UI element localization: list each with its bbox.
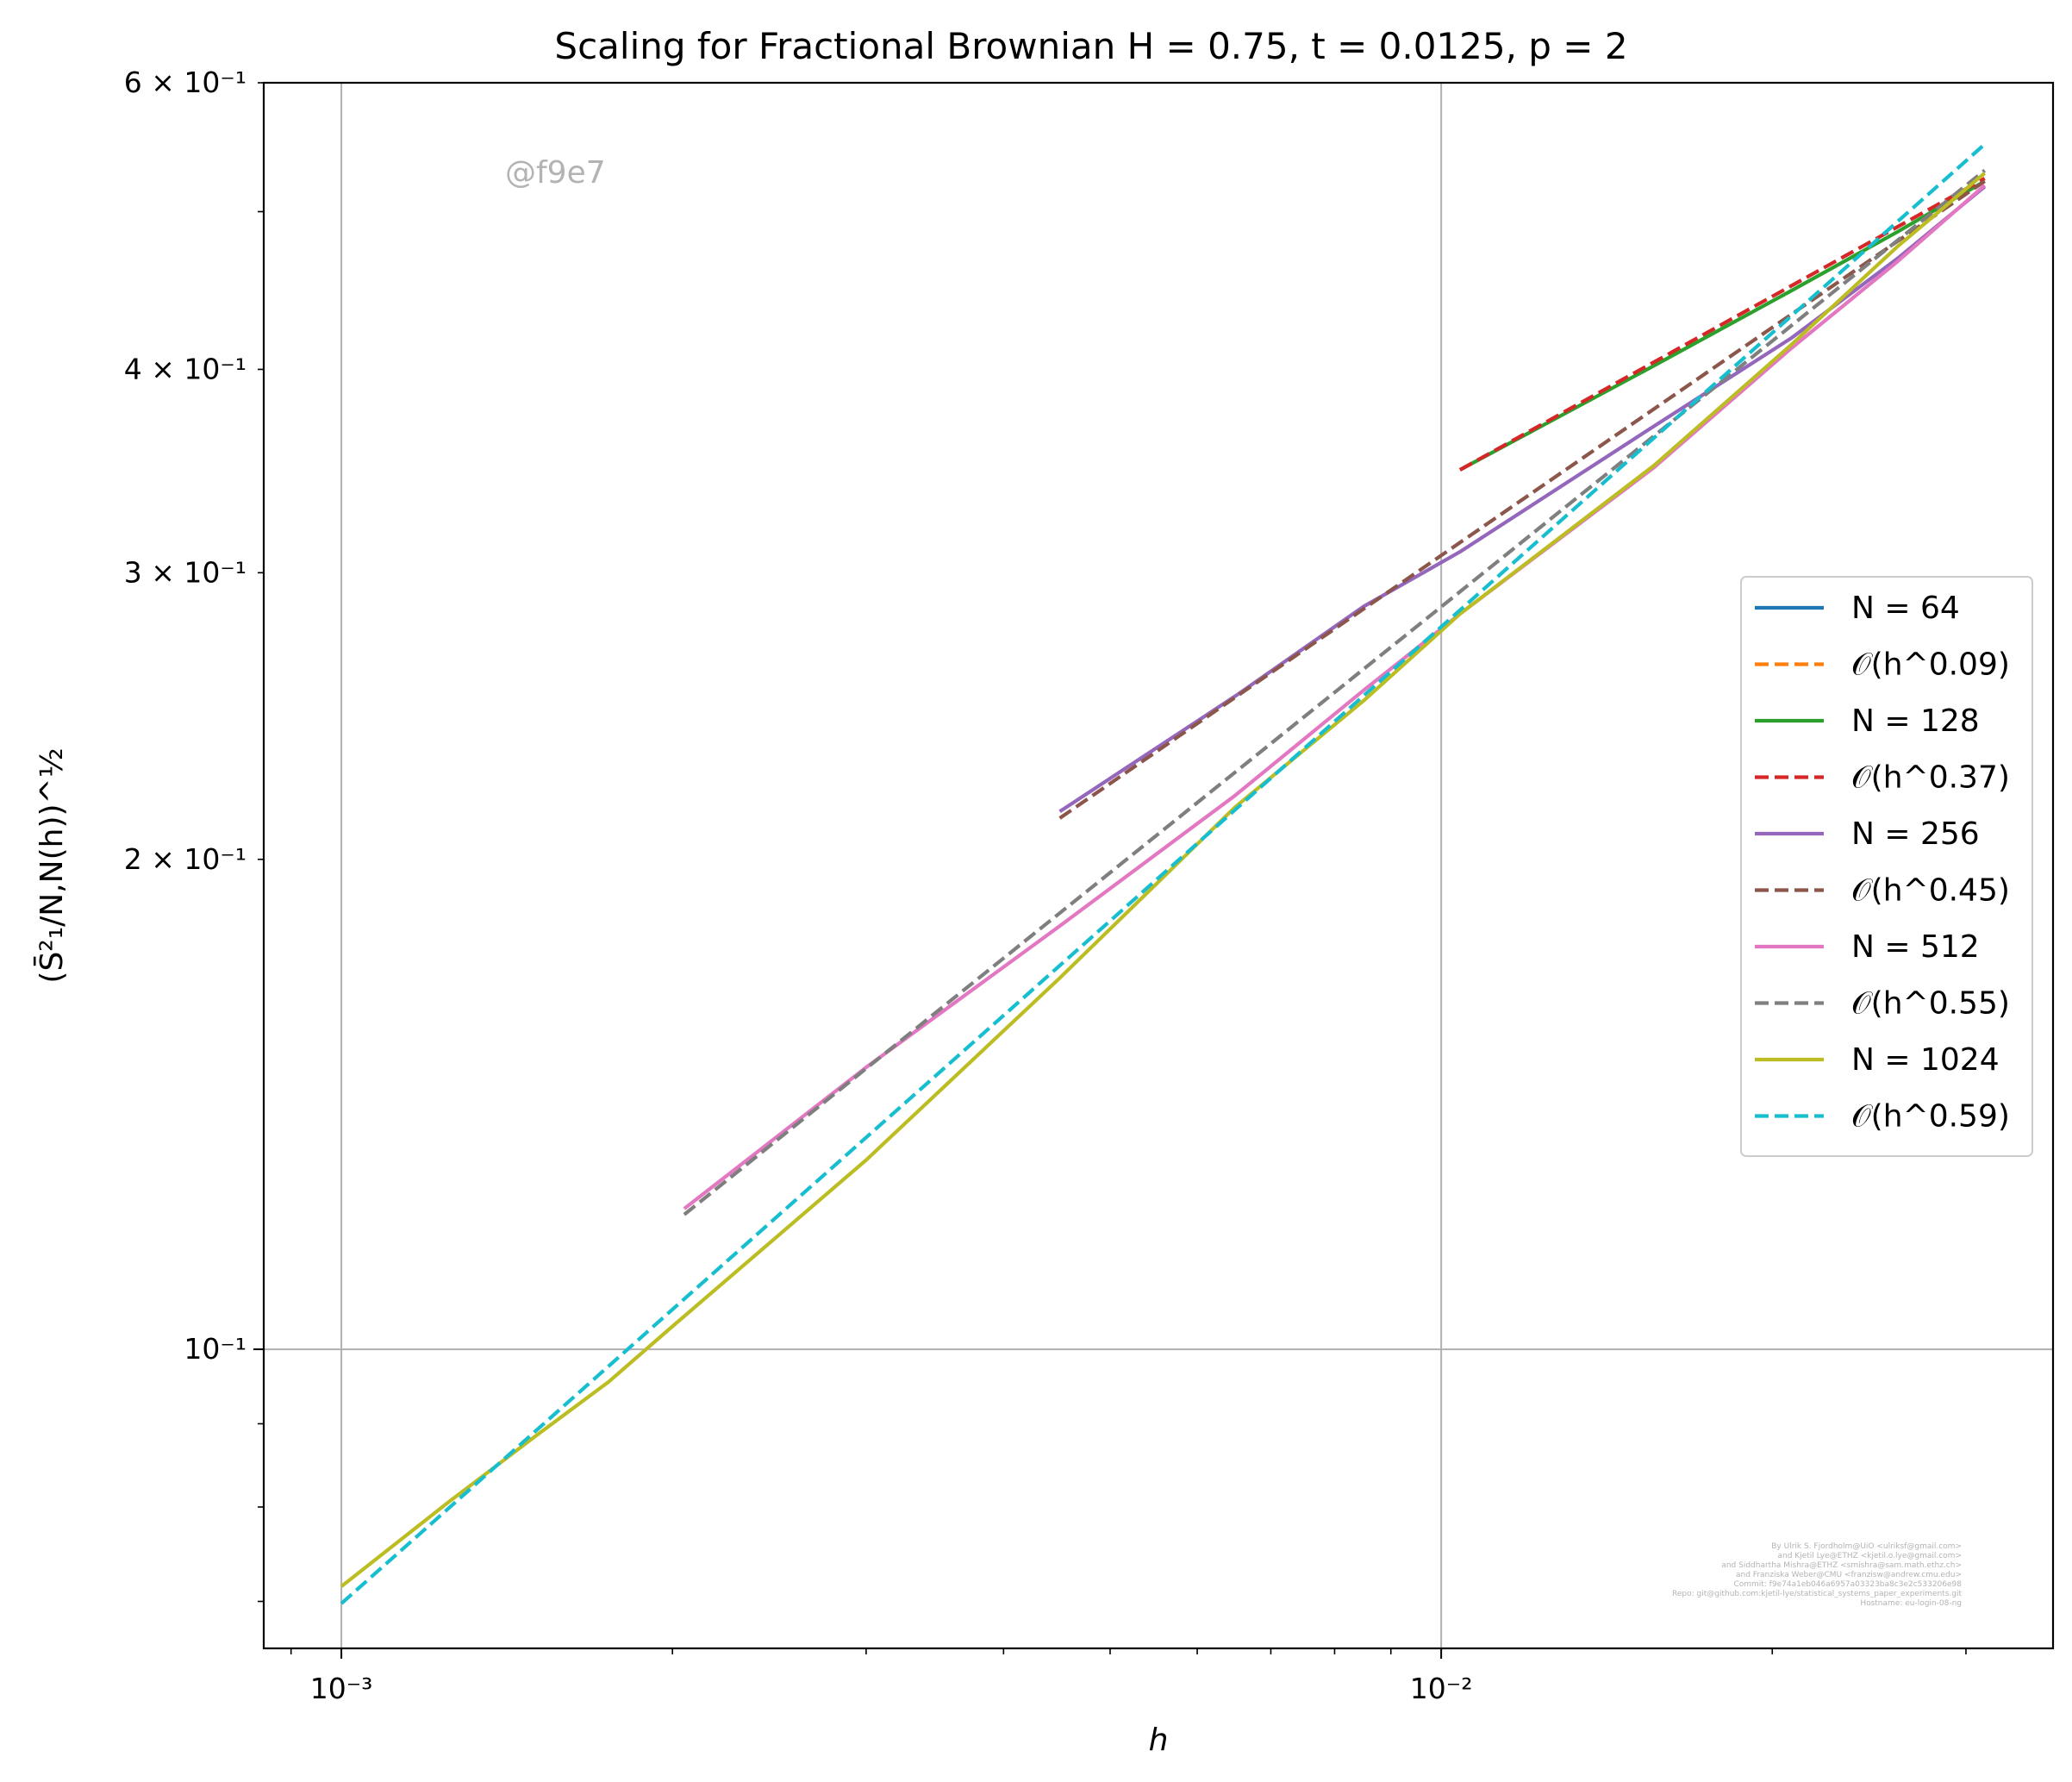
legend: N = 64 𝒪(h^0.09) N = 128 𝒪(h^0.37) N = 256 𝒪(…	[1740, 576, 2033, 1157]
y-tick-label: 3 × 10⁻¹	[124, 555, 247, 589]
watermark: @f9e7	[505, 155, 606, 191]
chart-title: Scaling for Fractional Brownian H = 0.75…	[554, 25, 1627, 67]
series-line-3	[1458, 177, 1986, 472]
x-axis-label: h	[1149, 1723, 1169, 1758]
legend-label-7: 𝒪(h^0.55)	[1851, 986, 2010, 1022]
plot-frame	[262, 81, 2055, 1650]
credit-line-1: and Kjetil Lye@ETHZ <kjetil.o.lye@gmail.…	[1777, 1552, 1962, 1560]
x-tick-label: 10⁻²	[1410, 1672, 1473, 1705]
credits-block: By Ulrik S. Fjordholm@UiO <ulriksf@gmail…	[1672, 1542, 1962, 1608]
grid-lines	[264, 83, 2053, 1648]
y-tick-label: 6 × 10⁻¹	[124, 66, 247, 99]
axis-ticks: 10⁻³ 10⁻² 10⁻¹ 2 × 10⁻¹ 3 × 10⁻¹ 4 × 10⁻¹ 6 × …	[124, 66, 1967, 1705]
y-tick-label: 4 × 10⁻¹	[124, 352, 247, 385]
credit-line-2: and Siddhartha Mishra@ETHZ <smishra@sam.…	[1721, 1561, 1962, 1570]
plot-series	[340, 142, 1987, 1605]
legend-label-6: N = 512	[1851, 929, 1980, 965]
legend-label-8: N = 1024	[1851, 1042, 2000, 1078]
legend-label-5: 𝒪(h^0.45)	[1851, 873, 2010, 909]
y-tick-label: 2 × 10⁻¹	[124, 842, 247, 876]
legend-label-3: 𝒪(h^0.37)	[1851, 760, 2010, 796]
series-line-9	[340, 142, 1987, 1605]
legend-label-4: N = 256	[1851, 816, 1980, 852]
legend-label-2: N = 128	[1851, 703, 1980, 739]
legend-label-9: 𝒪(h^0.59)	[1851, 1099, 2010, 1135]
credit-line-0: By Ulrik S. Fjordholm@UiO <ulriksf@gmail…	[1771, 1542, 1962, 1551]
series-line-8	[340, 172, 1987, 1588]
credit-line-5: Repo: git@github.com:kjetil-lye/statisti…	[1672, 1590, 1962, 1598]
series-line-7	[683, 169, 1987, 1216]
y-axis-label: (S̄²₁/N,N(h))^½	[33, 747, 70, 983]
series-line-5	[1058, 179, 1986, 820]
legend-label-1: 𝒪(h^0.09)	[1851, 647, 2010, 683]
y-tick-label: 10⁻¹	[184, 1332, 247, 1366]
title-text: Scaling for Fractional Brownian H = 0.75…	[554, 25, 1627, 67]
credit-line-6: Hostname: eu-login-08-ng	[1860, 1599, 1962, 1608]
x-tick-label: 10⁻³	[310, 1672, 373, 1705]
credit-line-4: Commit: f9e74a1eb046a6957a03323ba8c3e2c5…	[1733, 1580, 1962, 1589]
legend-label-0: N = 64	[1851, 591, 1960, 626]
credit-line-3: and Franziska Weber@CMU <franzisw@andrew…	[1736, 1571, 1962, 1579]
